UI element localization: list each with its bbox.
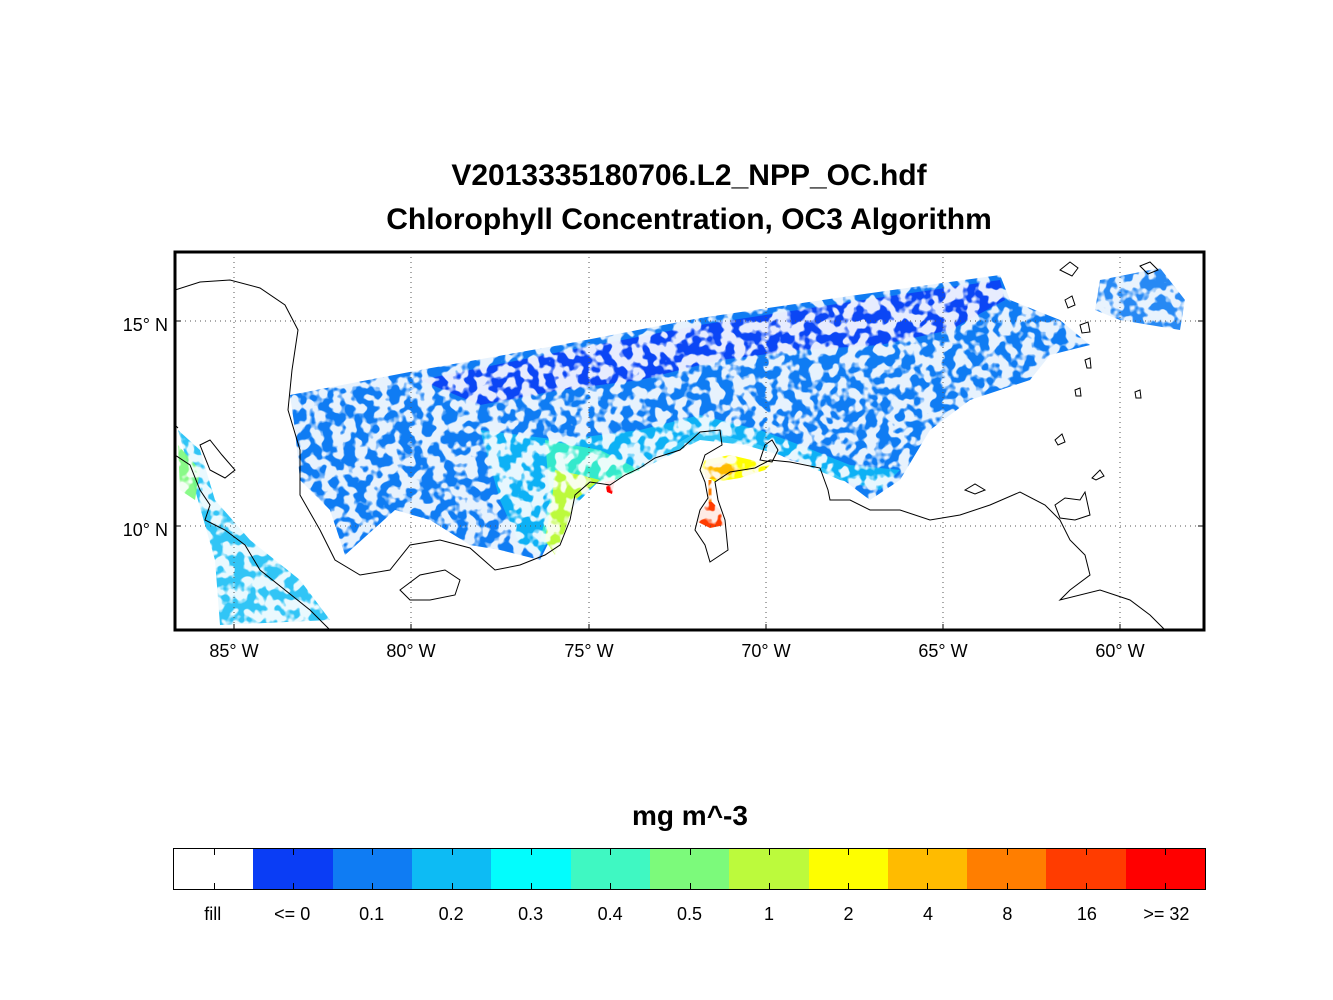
map-title-product: Chlorophyll Concentration, OC3 Algorithm: [386, 203, 992, 236]
lon-label-70w: 70° W: [741, 641, 790, 661]
chlorophyll-map: 15° N 10° N 85° W 80° W 75° W 70° W 65° …: [123, 250, 1206, 661]
colorbar-bin-label: >= 32: [1143, 904, 1190, 924]
colorbar-bin-label: 0.2: [438, 904, 464, 924]
colorbar-bin-label: 2: [843, 904, 854, 924]
colorbar-bin: [729, 849, 809, 889]
lon-label-60w: 60° W: [1095, 641, 1144, 661]
colorbar-bin: [411, 849, 492, 889]
colorbar-bin-label: 1: [764, 904, 775, 924]
lat-label-10n: 10° N: [123, 520, 168, 540]
lat-label-15n: 15° N: [123, 315, 168, 335]
colorbar-bin: [649, 849, 730, 889]
colorbar-bin: [332, 849, 412, 889]
colorbar: [173, 848, 1206, 890]
colorbar-bin-label: 4: [922, 904, 933, 924]
graticule: [175, 252, 1204, 630]
coastline: [175, 261, 1166, 630]
map-frame: [173, 250, 1206, 632]
colorbar-bin: [1046, 849, 1126, 889]
lon-label-80w: 80° W: [386, 641, 435, 661]
colorbar-bin: [967, 849, 1047, 889]
lon-label-65w: 65° W: [918, 641, 967, 661]
colorbar-bin-label: 0.5: [677, 904, 703, 924]
colorbar-bin-label: 16: [1076, 904, 1097, 924]
colorbar-bin: [1125, 849, 1206, 889]
colorbar-bin: [887, 849, 968, 889]
colorbar-bin: [808, 849, 888, 889]
colorbar-bin-label: 8: [1002, 904, 1013, 924]
lon-label-75w: 75° W: [564, 641, 613, 661]
colorbar-bin-label: 0.4: [597, 904, 623, 924]
map-title-filename: V2013335180706.L2_NPP_OC.hdf: [451, 159, 927, 192]
colorbar-bin: [491, 849, 571, 889]
colorbar-labels: fill <= 0 0.1 0.2 0.3 0.4 0.5 1 2 4 8 16 >= 32: [173, 904, 1206, 925]
colorbar-title: mg m^-3: [632, 800, 748, 831]
colorbar-bin-label: 0.3: [518, 904, 544, 924]
colorbar-bin-label: 0.1: [359, 904, 385, 924]
colorbar-bin-label: fill: [204, 904, 222, 924]
lon-label-85w: 85° W: [209, 641, 258, 661]
colorbar-bin-label: <= 0: [274, 904, 311, 924]
colorbar-bin: [174, 849, 254, 889]
colorbar-bin: [570, 849, 650, 889]
colorbar-bin: [253, 849, 333, 889]
